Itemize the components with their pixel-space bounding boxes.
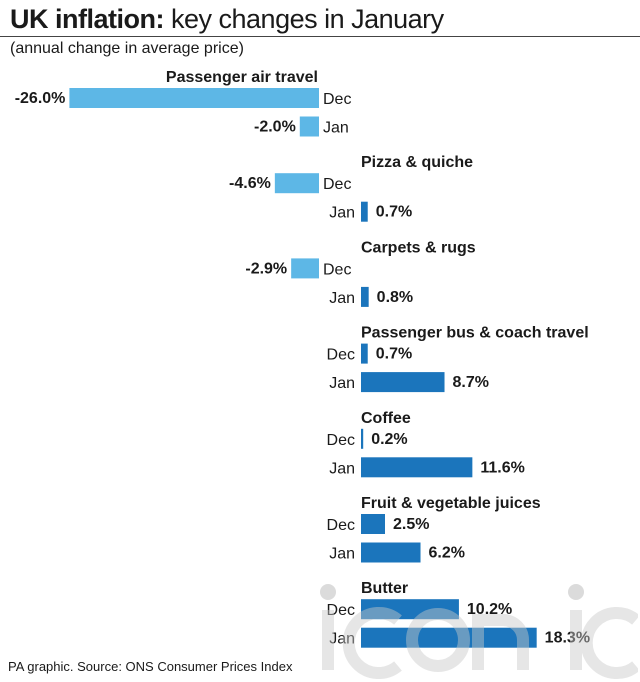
bar [274,173,319,194]
value-label: 10.2% [467,601,512,618]
value-label: 0.7% [376,204,412,221]
category-label: Butter [361,580,408,597]
bar [361,542,421,563]
value-label: 2.5% [393,516,429,533]
value-label: 8.7% [453,374,489,391]
period-label: Jan [329,290,355,307]
bar [361,599,459,620]
value-label: 11.6% [480,459,524,476]
value-label: -2.0% [254,119,296,136]
value-label: -4.6% [229,175,271,192]
value-label: -26.0% [15,90,66,107]
period-label: Jan [329,546,355,563]
period-label: Dec [327,347,355,364]
value-label: -2.9% [245,260,287,277]
category-label: Passenger bus & coach travel [361,325,589,342]
source-note: PA graphic. Source: ONS Consumer Prices … [8,659,293,674]
value-label: 0.7% [376,346,412,363]
period-label: Jan [329,205,355,222]
category-label: Carpets & rugs [361,239,476,256]
period-label: Jan [329,631,355,648]
title-bold: UK inflation: [10,4,164,34]
bar [291,258,319,279]
period-label: Jan [329,375,355,392]
period-label: Dec [327,602,355,619]
category-label: Fruit & vegetable juices [361,495,541,512]
value-label: 6.2% [429,545,465,562]
period-label: Jan [329,460,355,477]
bar [361,343,368,364]
category-label: Passenger air travel [166,69,318,86]
watermark-logo [320,584,638,679]
bar [361,201,368,222]
bar [299,116,319,137]
chart-title: UK inflation: key changes in January [10,4,444,35]
category-label: Pizza & quiche [361,154,473,171]
value-label: 18.3% [545,630,590,647]
period-label: Jan [323,120,349,137]
chart-subtitle: (annual change in average price) [10,40,244,57]
value-label: 0.2% [371,431,407,448]
period-label: Dec [323,91,351,108]
bar [361,286,369,307]
title-divider [0,36,640,37]
period-label: Dec [323,176,351,193]
category-label: Coffee [361,410,411,427]
title-rest: key changes in January [171,4,444,34]
bar [361,514,385,534]
bar [361,457,473,478]
bar [69,88,320,108]
period-label: Dec [327,517,355,534]
value-label: 0.8% [377,289,413,306]
bar [361,428,364,449]
period-label: Dec [323,261,351,278]
bar [361,372,445,393]
period-label: Dec [327,432,355,449]
bar [361,627,537,648]
bar-chart: Passenger air travel -26.0% Dec -2.0% Jan Piz… [15,69,590,648]
